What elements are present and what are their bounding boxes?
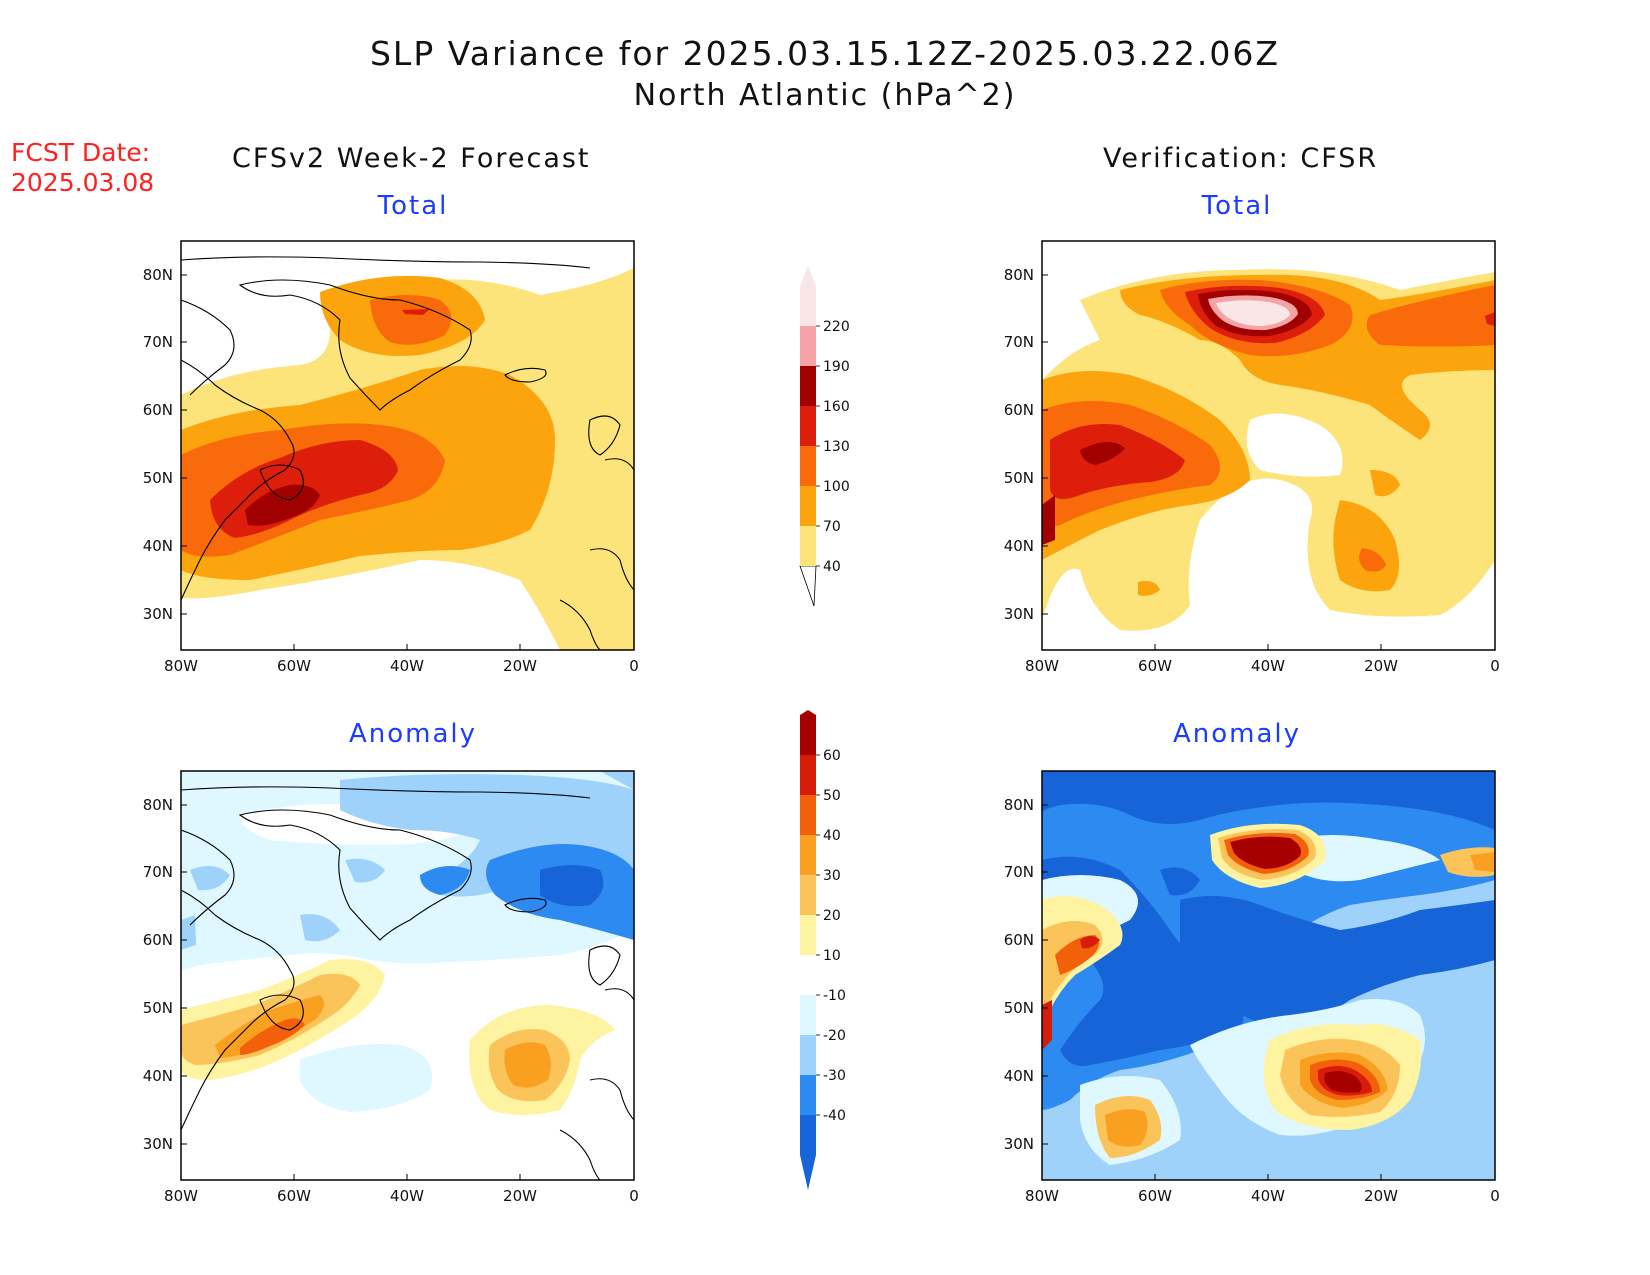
colorbar-anomaly-swatch [800,1115,816,1190]
colorbar-anomaly-swatch [800,915,816,955]
colorbar-anomaly-swatch [800,1075,816,1115]
axes-layer: 80N 70N 60N 50N 40N 30N 80W 60W 40W 20W 0 80N 70N 60N… [143,266,1500,1205]
colorbar-anomaly-swatch [800,1035,816,1075]
lon-label-verification-total: 60W [1138,657,1172,675]
colorbar-total: 40 70 100 130 160 190 220 [799,266,850,607]
colorbar-anomaly-label: 40 [823,828,841,844]
map-verification-total [1042,241,1495,650]
lon-label-forecast-anomaly: 80W [164,1187,198,1205]
lat-label-verification-anomaly: 50N [1004,999,1034,1017]
forecast-date-value: 2025.03.08 [11,168,155,197]
lon-label-forecast-total: 80W [164,657,198,675]
map-verification-anomaly [1042,771,1495,1180]
colorbar-total-swatch [800,366,816,406]
lon-label-forecast-anomaly: 60W [277,1187,311,1205]
colorbar-anomaly: -40 -30 -20 -10 10 20 30 40 50 60 [800,710,846,1190]
lat-label-forecast-total: 80N [143,266,173,284]
lon-label-verification-anomaly: 60W [1138,1187,1172,1205]
colorbar-anomaly-swatch [800,875,816,915]
lat-label-verification-total: 80N [1004,266,1034,284]
lon-label-forecast-anomaly: 20W [503,1187,537,1205]
lat-label-forecast-anomaly: 80N [143,796,173,814]
colorbar-anomaly-swatch [800,995,816,1035]
colorbar-anomaly-label: 20 [823,908,841,924]
colorbar-total-label: 100 [823,479,850,495]
lat-label-forecast-total: 50N [143,469,173,487]
panel-title-verification-total: Total [1201,191,1273,221]
lat-label-verification-total: 50N [1004,469,1034,487]
map-forecast-anomaly [181,771,634,1180]
colorbar-total-bottom-arrow [799,565,817,607]
colorbar-anomaly-label: -30 [823,1068,846,1084]
panel-title-forecast-anomaly: Anomaly [348,719,478,749]
colorbar-anomaly-label: 10 [823,948,841,964]
column-header-verification: Verification: CFSR [1103,143,1379,174]
lon-label-forecast-total: 40W [390,657,424,675]
lon-label-forecast-total: 20W [503,657,537,675]
colorbar-total-label: 160 [823,399,850,415]
lat-label-forecast-total: 60N [143,401,173,419]
lon-label-forecast-total: 0 [629,657,639,675]
forecast-date-label: FCST Date: [11,138,151,167]
colorbar-total-swatch [800,446,816,486]
lat-label-verification-total: 60N [1004,401,1034,419]
colorbar-total-swatch [800,326,816,366]
coastline-overlay [181,256,634,1180]
lon-label-verification-anomaly: 0 [1490,1187,1500,1205]
lat-label-verification-total: 30N [1004,605,1034,623]
lat-label-verification-total: 70N [1004,333,1034,351]
colorbar-anomaly-label: -40 [823,1108,846,1124]
colorbar-total-swatch [800,486,816,526]
lon-label-verification-total: 40W [1251,657,1285,675]
lon-label-verification-anomaly: 80W [1025,1187,1059,1205]
colorbar-total-swatch [800,266,816,326]
lat-label-forecast-anomaly: 40N [143,1067,173,1085]
colorbar-anomaly-label: 30 [823,868,841,884]
lat-label-forecast-anomaly: 60N [143,931,173,949]
lon-label-forecast-anomaly: 0 [629,1187,639,1205]
panel-title-forecast-total: Total [377,191,449,221]
colorbar-total-swatch [800,526,816,566]
colorbar-total-label: 190 [823,359,850,375]
lat-label-verification-anomaly: 30N [1004,1135,1034,1153]
lat-label-forecast-total: 70N [143,333,173,351]
lat-label-forecast-total: 30N [143,605,173,623]
colorbar-anomaly-label: 50 [823,788,841,804]
colorbar-anomaly-label: -20 [823,1028,846,1044]
column-header-forecast: CFSv2 Week-2 Forecast [232,143,591,174]
colorbar-anomaly-swatch [800,795,816,835]
colorbar-anomaly-label: -10 [823,988,846,1004]
colorbar-total-label: 70 [823,519,841,535]
lon-label-verification-anomaly: 40W [1251,1187,1285,1205]
lat-label-verification-anomaly: 40N [1004,1067,1034,1085]
lon-label-verification-total: 20W [1364,657,1398,675]
panel-title-verification-anomaly: Anomaly [1172,719,1302,749]
colorbar-anomaly-swatch [800,955,816,995]
lat-label-verification-total: 40N [1004,537,1034,555]
colorbar-anomaly-swatch [800,755,816,795]
colorbar-total-swatch [800,406,816,446]
chart-title: SLP Variance for 2025.03.15.12Z-2025.03.… [369,34,1281,73]
colorbar-anomaly-swatch [800,710,816,755]
colorbar-anomaly-label: 60 [823,748,841,764]
colorbar-total-label: 40 [823,559,841,575]
chart-subtitle: North Atlantic (hPa^2) [633,78,1017,113]
lat-label-forecast-anomaly: 70N [143,863,173,881]
lat-label-verification-anomaly: 80N [1004,796,1034,814]
colorbar-total-label: 220 [823,319,850,335]
colorbar-total-label: 130 [823,439,850,455]
lon-label-verification-total: 80W [1025,657,1059,675]
lon-label-verification-anomaly: 20W [1364,1187,1398,1205]
lat-label-verification-anomaly: 60N [1004,931,1034,949]
lat-label-forecast-anomaly: 30N [143,1135,173,1153]
map-forecast-total [181,241,634,650]
lat-label-forecast-anomaly: 50N [143,999,173,1017]
lon-label-forecast-total: 60W [277,657,311,675]
lat-label-forecast-total: 40N [143,537,173,555]
lon-label-verification-total: 0 [1490,657,1500,675]
colorbar-anomaly-swatch [800,835,816,875]
lat-label-verification-anomaly: 70N [1004,863,1034,881]
lon-label-forecast-anomaly: 40W [390,1187,424,1205]
